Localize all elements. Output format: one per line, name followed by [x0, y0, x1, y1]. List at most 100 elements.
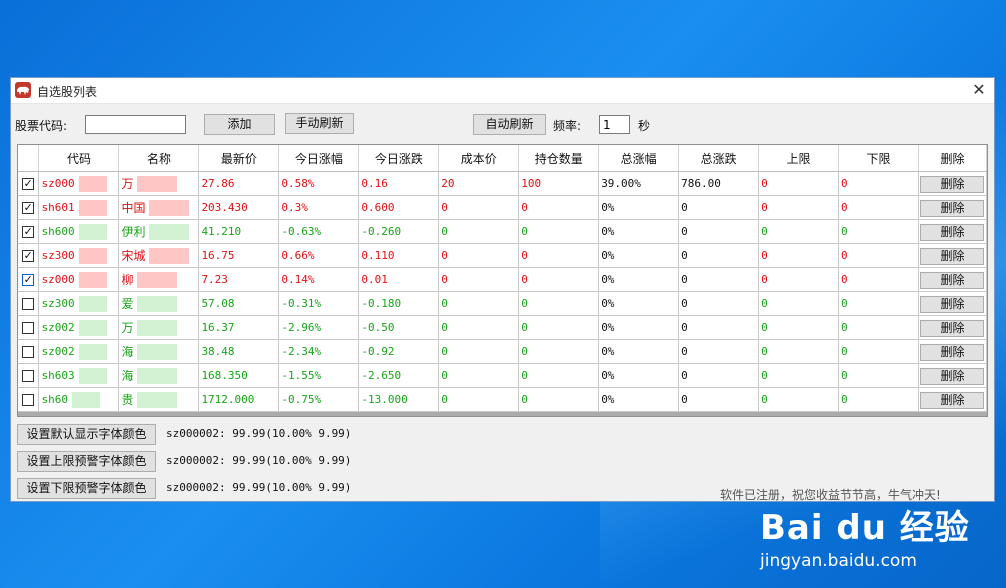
stock-name-text: 柳 — [121, 272, 134, 287]
cell-cost: 0 — [438, 267, 520, 292]
row-checkbox[interactable]: ✓ — [22, 273, 35, 286]
title-bar: 自选股列表 ✕ — [11, 78, 994, 104]
cell-upper: 0 — [758, 195, 839, 220]
cell-upper: 0 — [758, 387, 839, 412]
delete-row-button[interactable]: 删除 — [920, 247, 985, 265]
delete-cell: 删除 — [918, 315, 987, 340]
table-row[interactable]: ✓ sz000 万 27.86 0.58% 0.16 20 100 39.00% 786.00 0 0… — [18, 171, 987, 196]
delete-row-button[interactable]: 删除 — [920, 343, 985, 361]
table-row[interactable]: sz002 海 38.48 -2.34% -0.92 0 0 0% 0 0 0 删除 — [18, 339, 987, 364]
stock-code-input[interactable] — [85, 115, 186, 134]
cell-chg: 0.01 — [358, 267, 440, 292]
redacted-mask — [149, 200, 190, 217]
cell-total-pct: 0% — [598, 219, 680, 244]
column-header[interactable]: 名称 — [118, 145, 200, 172]
delete-row-button[interactable]: 删除 — [920, 319, 985, 337]
column-header[interactable]: 最新价 — [198, 145, 280, 172]
table-row[interactable]: sh60 贵 1712.000 -0.75% -13.000 0 0 0% 0 0 0 删除 — [18, 387, 987, 412]
cell-total-chg: 0 — [678, 195, 760, 220]
column-header[interactable]: 今日涨跌 — [358, 145, 440, 172]
cell-upper: 0 — [758, 363, 839, 388]
row-checkbox-cell: ✓ — [18, 267, 40, 292]
row-checkbox[interactable]: ✓ — [22, 177, 35, 190]
cell-price: 38.48 — [198, 339, 280, 364]
delete-row-button[interactable]: 删除 — [920, 223, 985, 241]
delete-row-button[interactable]: 删除 — [920, 199, 985, 217]
row-checkbox[interactable]: ✓ — [22, 225, 35, 238]
cell-qty: 0 — [518, 243, 600, 268]
table-row[interactable]: sh603 海 168.350 -1.55% -2.650 0 0 0% 0 0 0 删除 — [18, 363, 987, 388]
delete-row-button[interactable]: 删除 — [920, 175, 985, 193]
lower-alert-color-button[interactable]: 设置下限预警字体颜色 — [17, 478, 156, 499]
table-row[interactable]: ✓ sz300 宋城 16.75 0.66% 0.110 0 0 0% 0 0 0 删除 — [18, 243, 987, 268]
cell-cost: 0 — [438, 219, 520, 244]
seconds-label: 秒 — [638, 119, 651, 133]
cell-qty: 0 — [518, 387, 600, 412]
redacted-mask — [137, 272, 178, 289]
table-row[interactable]: ✓ sh601 中国 203.430 0.3% 0.600 0 0 0% 0 0 0 删除 — [18, 195, 987, 220]
cell-pct: -1.55% — [278, 363, 360, 388]
column-header[interactable]: 上限 — [758, 145, 839, 172]
delete-row-button[interactable]: 删除 — [920, 271, 985, 289]
stock-name-text: 中国 — [121, 200, 146, 215]
cell-total-pct: 0% — [598, 363, 680, 388]
row-checkbox[interactable]: ✓ — [22, 249, 35, 262]
row-checkbox[interactable]: ✓ — [22, 201, 35, 214]
cell-chg: 0.110 — [358, 243, 440, 268]
stock-code-text: sz002 — [41, 344, 75, 358]
cell-total-chg: 0 — [678, 267, 760, 292]
stock-code-cell: sz300 — [38, 243, 120, 268]
column-header[interactable]: 总涨幅 — [598, 145, 680, 172]
column-header[interactable]: 持仓数量 — [518, 145, 600, 172]
cell-total-pct: 0% — [598, 291, 680, 316]
add-button[interactable]: 添加 — [204, 114, 275, 135]
cell-chg: -2.650 — [358, 363, 440, 388]
column-header[interactable]: 代码 — [38, 145, 120, 172]
table-row[interactable]: sz002 万 16.37 -2.96% -0.50 0 0 0% 0 0 0 删除 — [18, 315, 987, 340]
delete-cell: 删除 — [918, 171, 987, 196]
column-header[interactable]: 总涨跌 — [678, 145, 760, 172]
row-checkbox[interactable] — [22, 394, 35, 406]
cell-upper: 0 — [758, 243, 839, 268]
watermark-logo: Bai du 经验 — [760, 508, 970, 548]
manual-refresh-button[interactable]: 手动刷新 — [285, 113, 354, 134]
delete-row-button[interactable]: 删除 — [920, 367, 985, 385]
table-row[interactable]: ✓ sh600 伊利 41.210 -0.63% -0.260 0 0 0% 0 0 0 删除 — [18, 219, 987, 244]
column-header[interactable]: 删除 — [918, 145, 987, 172]
cell-cost: 0 — [438, 291, 520, 316]
cell-price: 41.210 — [198, 219, 280, 244]
stock-code-text: sz000 — [41, 272, 75, 286]
delete-cell: 删除 — [918, 195, 987, 220]
cell-chg: -13.000 — [358, 387, 440, 412]
cell-price: 203.430 — [198, 195, 280, 220]
cell-total-pct: 0% — [598, 315, 680, 340]
frequency-input[interactable] — [599, 115, 630, 134]
delete-row-button[interactable]: 删除 — [920, 391, 985, 409]
redacted-mask — [78, 247, 107, 264]
delete-row-button[interactable]: 删除 — [920, 295, 985, 313]
auto-refresh-button[interactable]: 自动刷新 — [473, 114, 546, 135]
table-row[interactable]: sz300 爱 57.08 -0.31% -0.180 0 0 0% 0 0 0 删除 — [18, 291, 987, 316]
cell-qty: 0 — [518, 363, 600, 388]
delete-cell: 删除 — [918, 219, 987, 244]
cell-qty: 100 — [518, 171, 600, 196]
row-checkbox[interactable] — [22, 298, 35, 310]
cell-lower: 0 — [838, 171, 919, 196]
row-checkbox[interactable] — [22, 346, 35, 358]
close-icon[interactable]: ✕ — [972, 80, 986, 99]
column-header[interactable]: 成本价 — [438, 145, 520, 172]
column-header[interactable]: 今日涨幅 — [278, 145, 360, 172]
stock-code-cell: sz300 — [38, 291, 120, 316]
column-header[interactable]: 下限 — [838, 145, 919, 172]
upper-alert-color-button[interactable]: 设置上限预警字体颜色 — [17, 451, 156, 472]
stock-code-cell: sh60 — [38, 387, 120, 412]
table-row[interactable]: ✓ sz000 柳 7.23 0.14% 0.01 0 0 0% 0 0 0 删除 — [18, 267, 987, 292]
row-checkbox[interactable] — [22, 370, 35, 382]
cell-total-chg: 0 — [678, 315, 760, 340]
stock-name-cell: 万 — [118, 315, 200, 340]
cell-pct: 0.3% — [278, 195, 360, 220]
cell-price: 1712.000 — [198, 387, 280, 412]
redacted-mask — [149, 248, 190, 265]
row-checkbox[interactable] — [22, 322, 35, 334]
default-color-button[interactable]: 设置默认显示字体颜色 — [17, 424, 156, 445]
